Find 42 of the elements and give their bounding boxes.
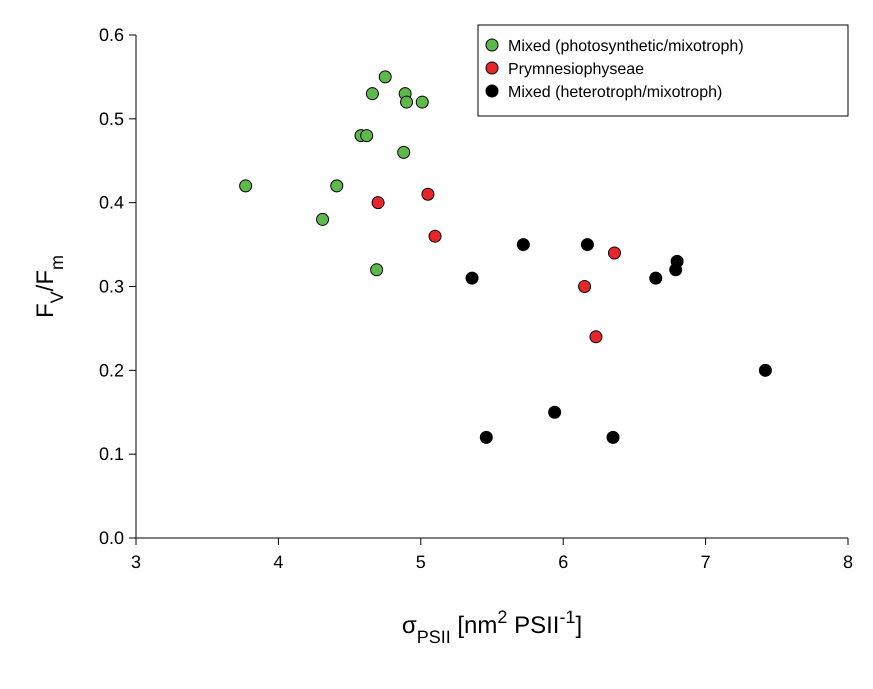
y-tick-label: 0.3 bbox=[98, 276, 124, 296]
point bbox=[372, 196, 385, 210]
point bbox=[516, 238, 530, 252]
point bbox=[606, 430, 620, 444]
y-tick-label: 0.6 bbox=[98, 25, 124, 45]
point bbox=[330, 179, 344, 192]
y-tick-label: 0.1 bbox=[98, 444, 124, 464]
point bbox=[370, 263, 384, 276]
legend-label: Prymnesiophyseae bbox=[508, 61, 644, 78]
legend-label: Mixed (heterotroph/mixotroph) bbox=[508, 84, 722, 101]
point bbox=[416, 96, 429, 109]
point bbox=[548, 406, 562, 419]
point bbox=[480, 430, 493, 444]
point bbox=[360, 129, 374, 142]
point bbox=[428, 230, 442, 243]
y-tick-label: 0.4 bbox=[98, 192, 124, 213]
point bbox=[649, 272, 662, 285]
x-tick-label: 8 bbox=[842, 552, 854, 572]
point bbox=[608, 246, 621, 260]
legend-label: Mixed (photosynthetic/mixotroph) bbox=[508, 38, 744, 55]
x-axis-title: σ$_{PSII}$ [nm$^{2}$ PSII$^{-1}$] bbox=[402, 607, 582, 647]
point bbox=[580, 238, 594, 252]
point bbox=[670, 254, 684, 268]
x-tick-label: 7 bbox=[700, 552, 711, 572]
point bbox=[378, 70, 392, 84]
point bbox=[421, 188, 434, 201]
point bbox=[239, 179, 252, 192]
y-tick-label: 0.5 bbox=[98, 108, 124, 129]
point bbox=[466, 272, 479, 285]
x-tick-label: 4 bbox=[273, 552, 284, 572]
point bbox=[397, 146, 410, 159]
point bbox=[366, 87, 379, 100]
y-tick-label: 0.2 bbox=[98, 360, 124, 380]
point bbox=[758, 364, 772, 377]
point bbox=[589, 330, 602, 344]
point bbox=[316, 212, 330, 226]
y-tick-label: 0.0 bbox=[98, 528, 124, 548]
x-tick-label: 6 bbox=[558, 552, 568, 572]
point bbox=[400, 96, 414, 109]
x-tick-label: 3 bbox=[130, 552, 142, 572]
point bbox=[578, 280, 592, 293]
x-tick-label: 5 bbox=[416, 552, 426, 572]
